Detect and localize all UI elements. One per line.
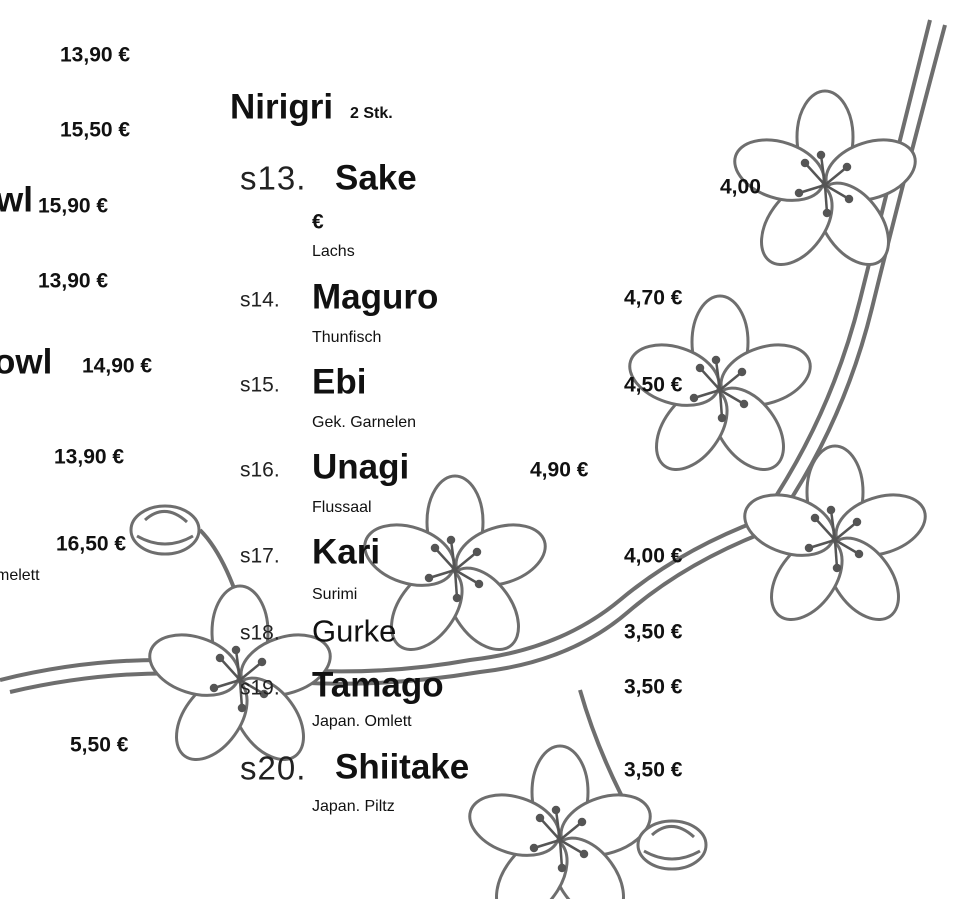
item-number: s20. <box>240 749 307 787</box>
item-name: Kari <box>312 532 381 572</box>
section-title: Nirigri <box>230 87 334 127</box>
price: 4,50 € <box>624 373 683 397</box>
price: 15,90 € <box>38 194 109 218</box>
price: 3,50 € <box>624 620 683 644</box>
section-subtitle: 2 Stk. <box>350 105 393 122</box>
item-name: Maguro <box>312 277 439 317</box>
item-number: s19. <box>240 676 280 700</box>
item-description: Surimi <box>312 586 358 603</box>
price: 14,90 € <box>82 354 153 378</box>
item-description: Lachs <box>312 243 355 260</box>
item-number: s18. <box>240 621 280 645</box>
item-name: Shiitake <box>335 747 470 787</box>
item-description: Flussaal <box>312 499 372 516</box>
item-name: wl <box>0 180 33 220</box>
price: 13,90 € <box>54 445 125 469</box>
price: 5,50 € <box>70 733 129 757</box>
item-name: Sake <box>335 158 417 198</box>
item-number: s13. <box>240 159 307 197</box>
item-name: owl <box>0 342 53 382</box>
item-description: Japan. Piltz <box>312 798 395 815</box>
item-name: Unagi <box>312 447 410 487</box>
item-description: Gek. Garnelen <box>312 414 417 431</box>
price-unit: € <box>312 210 324 234</box>
price: 4,90 € <box>530 458 589 482</box>
price: 15,50 € <box>60 118 131 142</box>
item-description: Thunfisch <box>312 329 382 346</box>
item-number: s14. <box>240 288 280 312</box>
price: 13,90 € <box>60 43 131 67</box>
price: 4,70 € <box>624 286 683 310</box>
item-description: Japan. Omlett <box>312 713 412 730</box>
price: 16,50 € <box>56 532 127 556</box>
item-description: melett <box>0 567 40 584</box>
item-name: Ebi <box>312 362 367 402</box>
item-name: Tamago <box>312 665 444 705</box>
item-number: s17. <box>240 544 280 568</box>
price: 13,90 € <box>38 269 109 293</box>
item-name: Gurke <box>312 613 397 649</box>
item-number: s15. <box>240 373 280 397</box>
price: 4,00 € <box>624 544 683 568</box>
price: 3,50 € <box>624 758 683 782</box>
item-number: s16. <box>240 458 280 482</box>
price: 4,00 <box>720 175 761 199</box>
price: 3,50 € <box>624 675 683 699</box>
